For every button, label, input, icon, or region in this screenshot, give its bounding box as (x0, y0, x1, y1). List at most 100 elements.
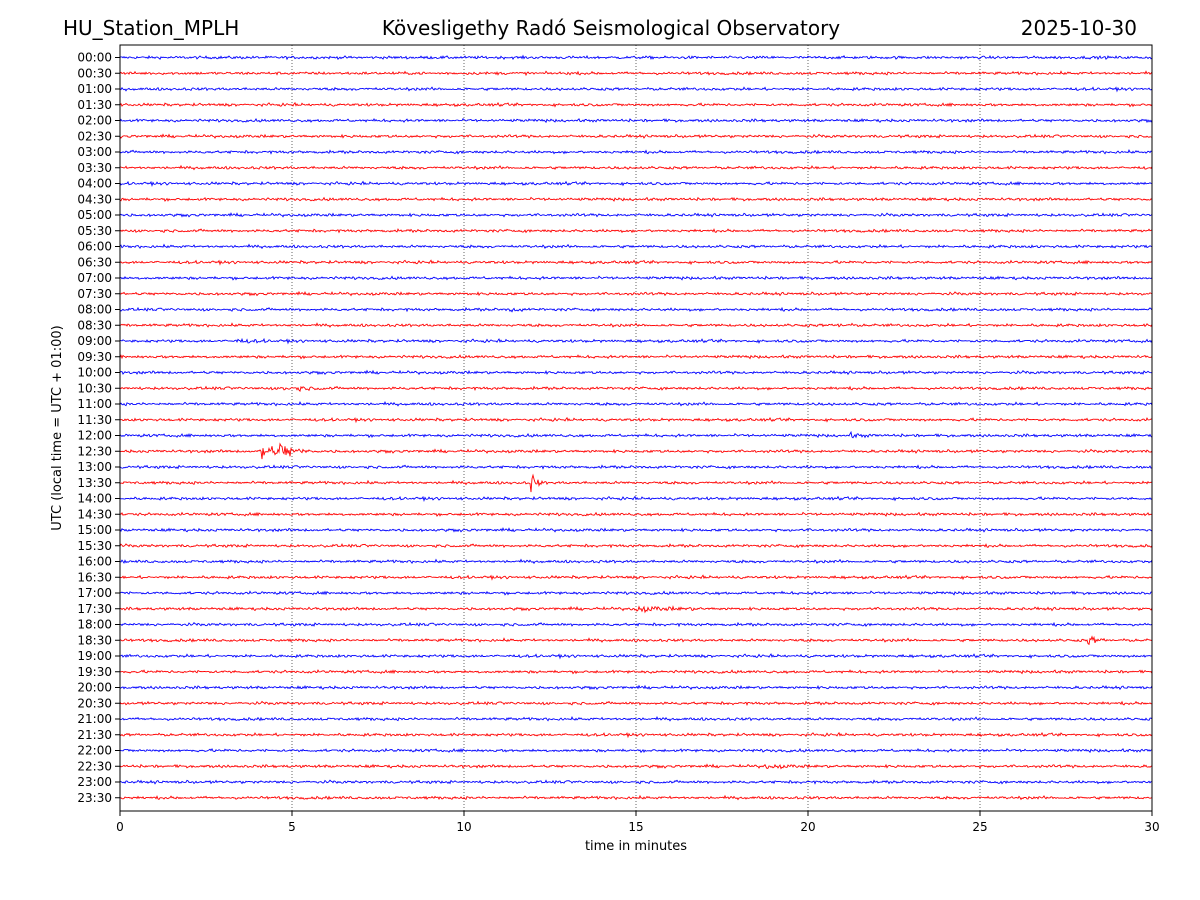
y-tick-label: 02:30 (77, 129, 112, 143)
chart-date: 2025-10-30 (1021, 16, 1137, 40)
trace-1130 (119, 416, 1153, 424)
trace-0500 (119, 212, 1153, 218)
chart-title: Kövesligethy Radó Seismological Observat… (382, 16, 840, 40)
trace-0630 (119, 259, 1153, 266)
y-tick-label: 12:30 (77, 444, 112, 458)
grid-lines (291, 45, 981, 811)
trace-1100 (119, 401, 1153, 407)
y-tick-label: 11:30 (77, 413, 112, 427)
trace-1430 (119, 511, 1153, 517)
y-tick-label: 07:30 (77, 287, 112, 301)
trace-1200 (119, 430, 1153, 439)
trace-1800 (119, 621, 1153, 628)
trace-1730 (119, 605, 1153, 614)
y-tick-label: 19:00 (77, 649, 112, 663)
y-tick-label: 03:00 (77, 145, 112, 159)
y-tick-label: 02:00 (77, 114, 112, 128)
y-tick-label: 09:30 (77, 350, 112, 364)
trace-0530 (119, 228, 1153, 234)
x-tick-label: 15 (628, 820, 643, 834)
y-tick-label: 14:00 (77, 492, 112, 506)
y-tick-label: 22:00 (77, 744, 112, 758)
trace-0700 (119, 275, 1153, 281)
trace-2330 (119, 794, 1153, 801)
trace-2100 (119, 716, 1153, 722)
y-tick-label: 22:30 (77, 759, 112, 773)
trace-1330 (119, 473, 1153, 493)
trace-1830 (119, 635, 1153, 646)
trace-2130 (119, 731, 1153, 739)
y-tick-label: 13:30 (77, 476, 112, 490)
trace-0100 (119, 86, 1153, 93)
trace-1300 (119, 464, 1153, 470)
y-tick-label: 16:00 (77, 555, 112, 569)
x-tick-label: 0 (116, 820, 124, 834)
x-axis-label: time in minutes (585, 839, 687, 854)
y-tick-label: 11:00 (77, 397, 112, 411)
trace-0730 (119, 290, 1153, 297)
trace-0200 (119, 117, 1153, 124)
y-tick-label: 23:30 (77, 791, 112, 805)
trace-1530 (119, 543, 1153, 549)
y-tick-label: 10:00 (77, 366, 112, 380)
x-tick-label: 20 (800, 820, 815, 834)
trace-0800 (119, 306, 1153, 313)
y-tick-label: 10:30 (77, 381, 112, 395)
x-tick-label: 5 (288, 820, 296, 834)
y-tick-label: 20:00 (77, 681, 112, 695)
y-tick-label: 06:00 (77, 240, 112, 254)
x-tick-label: 30 (1144, 820, 1159, 834)
trace-1930 (119, 669, 1153, 675)
y-tick-label: 12:00 (77, 429, 112, 443)
trace-0830 (119, 322, 1153, 328)
y-tick-label: 07:00 (77, 271, 112, 285)
y-tick-label: 16:30 (77, 570, 112, 584)
trace-2200 (119, 747, 1153, 754)
x-tick-label: 10 (456, 820, 471, 834)
y-axis-label: UTC (local time = UTC + 01:00) (50, 325, 65, 530)
trace-0300 (119, 149, 1153, 155)
y-tick-label: 05:00 (77, 208, 112, 222)
y-tick-label: 17:00 (77, 586, 112, 600)
y-tick-label: 19:30 (77, 665, 112, 679)
trace-0230 (119, 133, 1153, 139)
trace-1230 (119, 442, 1153, 460)
y-tick-label: 15:00 (77, 523, 112, 537)
trace-2300 (119, 779, 1153, 785)
y-tick-label: 00:00 (77, 51, 112, 65)
y-tick-label: 23:00 (77, 775, 112, 789)
trace-1900 (119, 653, 1153, 660)
y-tick-label: 15:30 (77, 539, 112, 553)
trace-1700 (119, 590, 1153, 596)
trace-0600 (119, 243, 1153, 250)
x-tick-label: 25 (972, 820, 987, 834)
trace-0030 (119, 70, 1153, 77)
trace-1400 (119, 495, 1153, 502)
trace-1630 (119, 574, 1153, 581)
y-tick-label: 01:00 (77, 82, 112, 96)
trace-0130 (119, 101, 1153, 108)
station-name: HU_Station_MPLH (63, 16, 239, 40)
trace-0430 (119, 196, 1153, 202)
trace-1030 (119, 385, 1153, 392)
trace-2230 (119, 763, 1153, 770)
y-tick-label: 20:30 (77, 696, 112, 710)
y-tick-label: 05:30 (77, 224, 112, 238)
y-tick-label: 04:00 (77, 177, 112, 191)
y-tick-label: 09:00 (77, 334, 112, 348)
trace-0330 (119, 164, 1153, 171)
trace-group (119, 54, 1153, 801)
trace-0900 (119, 337, 1153, 345)
y-tick-label: 18:30 (77, 633, 112, 647)
y-tick-label: 18:00 (77, 618, 112, 632)
y-tick-label: 04:30 (77, 192, 112, 206)
y-tick-label: 13:00 (77, 460, 112, 474)
y-tick-label: 14:30 (77, 507, 112, 521)
y-tick-label: 08:30 (77, 318, 112, 332)
trace-2000 (119, 684, 1153, 691)
trace-2030 (119, 700, 1153, 706)
trace-0930 (119, 354, 1153, 360)
y-tick-label: 08:00 (77, 303, 112, 317)
